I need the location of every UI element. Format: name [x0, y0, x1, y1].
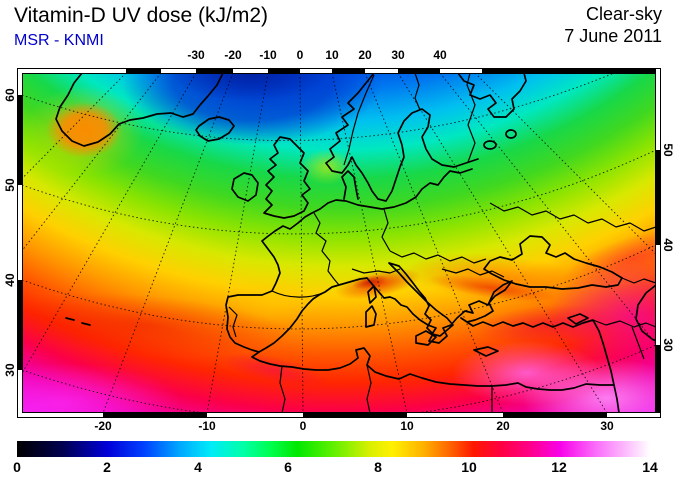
colorbar-tick: 6: [284, 459, 292, 475]
bottom-axis-tick: 30: [600, 419, 614, 433]
europe-uv-heatmap: [22, 73, 656, 413]
right-axis-tick: 30: [661, 338, 675, 352]
top-axis-tick: 20: [358, 48, 372, 62]
left-axis-tick: 40: [3, 273, 17, 287]
colorbar-tick: 2: [103, 459, 111, 475]
top-axis-tick: 0: [296, 48, 304, 62]
colorbar-tick: 0: [13, 459, 21, 475]
top-axis-tick: 10: [325, 48, 339, 62]
top-axis-tick: -30: [187, 48, 205, 62]
colorbar-tick: 4: [194, 459, 202, 475]
sky-condition-label: Clear-sky: [585, 4, 662, 24]
bottom-axis-tick: 20: [496, 419, 510, 433]
country-borders: [228, 73, 656, 413]
left-axis-tick: 30: [3, 363, 17, 377]
top-axis-tick: 40: [433, 48, 447, 62]
bottom-axis-tick: -20: [94, 419, 112, 433]
data-source-label: MSR - KNMI: [14, 32, 104, 49]
colorbar-tick: 8: [374, 459, 382, 475]
colorbar-tick: 12: [551, 459, 567, 475]
bottom-axis-tick: 0: [299, 419, 307, 433]
frame-border-left: [18, 73, 22, 413]
top-axis-tick: -10: [259, 48, 277, 62]
map-content: [22, 73, 656, 413]
left-axis-tick: 60: [3, 88, 17, 102]
top-axis-tick: 30: [391, 48, 405, 62]
right-axis-tick: 50: [661, 143, 675, 157]
colorbar-tick: 14: [642, 459, 658, 475]
right-axis-tick: 40: [661, 238, 675, 252]
frame-border-right: [656, 73, 660, 413]
map-frame: [17, 68, 661, 418]
frame-border-bottom: [22, 413, 656, 417]
graticule: [22, 73, 656, 413]
frame-border-top: [22, 69, 656, 73]
bottom-axis-tick: -10: [198, 419, 216, 433]
coastlines: [55, 73, 656, 413]
left-axis-tick: 50: [3, 178, 17, 192]
date-label: 7 June 2011: [564, 26, 662, 46]
page-title: Vitamin-D UV dose (kJ/m2): [14, 4, 269, 27]
colorbar: [17, 441, 650, 457]
colorbar-tick: 10: [461, 459, 477, 475]
top-axis-tick: -20: [224, 48, 242, 62]
bottom-axis-tick: 10: [400, 419, 414, 433]
